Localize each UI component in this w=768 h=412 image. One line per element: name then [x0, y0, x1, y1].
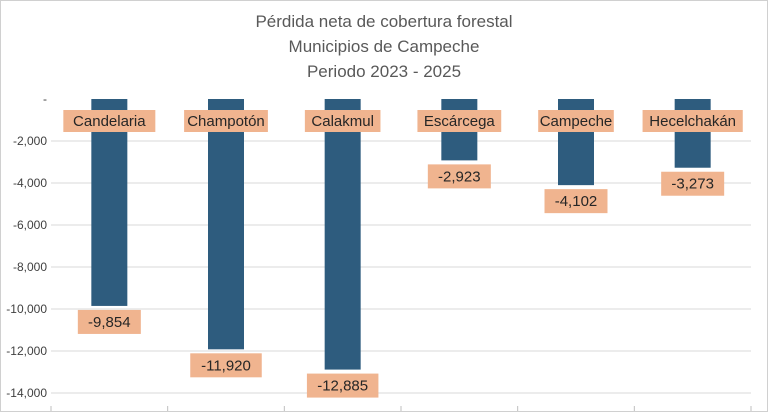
- category-label: Hecelchakán: [649, 113, 736, 130]
- value-label-box: [77, 309, 141, 334]
- bar: [324, 99, 361, 370]
- value-label: -11,920: [201, 357, 251, 374]
- category-label: Calakmul: [311, 113, 374, 130]
- value-label: -3,273: [671, 176, 714, 193]
- y-tick-label: -: [43, 92, 47, 106]
- bar: [674, 99, 711, 168]
- y-tick-label: -6,000: [13, 218, 47, 232]
- category-label: Champotón: [187, 113, 265, 130]
- value-label-box: [661, 171, 725, 196]
- y-tick-label: -8,000: [13, 260, 47, 274]
- category-label-box: [417, 110, 502, 132]
- chart-title-line-1: Pérdida neta de cobertura forestal: [255, 12, 512, 31]
- bar: [91, 99, 128, 306]
- chart-title-line-3: Periodo 2023 - 2025: [307, 62, 461, 81]
- value-label-box: [544, 189, 608, 214]
- bars: [91, 99, 711, 370]
- y-tick-label: -14,000: [6, 386, 47, 400]
- category-label-box: [642, 110, 743, 132]
- value-label-box: [190, 353, 262, 378]
- y-axis-tick-labels: - -2,000 -4,000 -6,000 -8,000 -10,000 -12,000 -…: [6, 92, 47, 400]
- category-label-box: [184, 110, 268, 132]
- category-label: Escárcega: [424, 113, 496, 130]
- y-tick-label: -12,000: [6, 344, 47, 358]
- value-label-box: [427, 164, 491, 189]
- data-labels: Candelaria -9,854 Champotón -11,920 Calakmul…: [63, 110, 743, 398]
- category-label: Candelaria: [73, 113, 146, 130]
- category-label-box: [304, 110, 381, 132]
- y-tick-label: -10,000: [6, 302, 47, 316]
- chart-title-line-2: Municipios de Campeche: [289, 37, 480, 56]
- bar: [208, 99, 244, 350]
- value-label: -12,885: [317, 378, 368, 395]
- value-label: -9,854: [88, 314, 131, 331]
- category-label-box: [63, 110, 156, 132]
- category-label: Campeche: [540, 113, 613, 130]
- category-label-box: [538, 110, 614, 132]
- gridlines: [50, 140, 752, 411]
- value-label-box: [306, 373, 379, 398]
- value-label: -2,923: [438, 168, 481, 185]
- chart-title: Pérdida neta de cobertura forestal Munic…: [255, 12, 512, 81]
- y-tick-label: -4,000: [13, 176, 47, 190]
- y-tick-label: -2,000: [13, 134, 47, 148]
- value-label: -4,102: [555, 193, 598, 210]
